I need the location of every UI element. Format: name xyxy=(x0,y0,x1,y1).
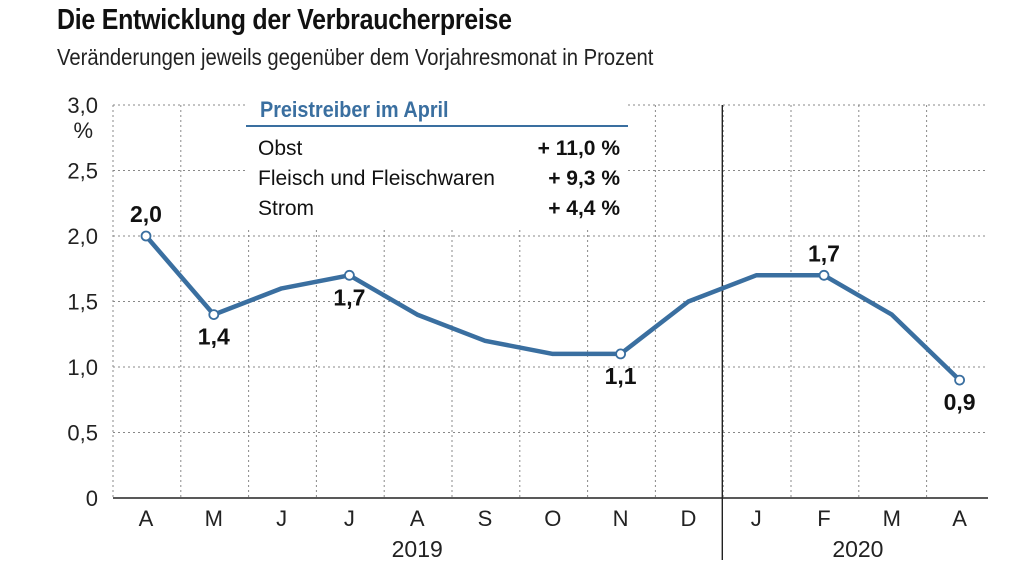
data-label: 1,7 xyxy=(333,284,365,310)
data-point-marker xyxy=(818,269,830,281)
chart-title: Die Entwicklung der Verbraucherpreise xyxy=(57,4,512,36)
data-point-marker xyxy=(954,374,965,386)
data-point-marker xyxy=(343,269,355,281)
y-tick-label: 1,5 xyxy=(67,290,98,315)
series-layer xyxy=(140,230,965,386)
info-row-strom: Strom + 4,4 % xyxy=(258,197,620,225)
x-tick-label: O xyxy=(544,506,561,531)
info-row-label: Obst xyxy=(258,137,303,160)
x-tick-label: M xyxy=(205,506,223,531)
data-point-marker xyxy=(208,309,220,321)
x-tick-label: J xyxy=(344,506,355,531)
y-tick-label: 2,5 xyxy=(67,159,98,184)
info-box: Preistreiber im April Obst + 11,0 % Flei… xyxy=(246,95,628,227)
data-point-marker xyxy=(140,230,152,242)
y-unit-label: % xyxy=(73,118,93,143)
info-box-title: Preistreiber im April xyxy=(260,97,449,122)
data-label: 0,9 xyxy=(944,389,976,415)
info-row-value: + 4,4 % xyxy=(548,197,620,220)
x-tick-label: F xyxy=(817,506,830,531)
info-row-label: Strom xyxy=(258,197,315,220)
x-tick-label: S xyxy=(478,506,493,531)
year-label: 2020 xyxy=(832,536,883,562)
y-tick-label: 3,0 xyxy=(67,93,98,118)
data-label: 1,4 xyxy=(198,324,230,350)
x-tick-label: D xyxy=(680,506,696,531)
chart-subtitle: Veränderungen jeweils gegenüber dem Vorj… xyxy=(57,44,654,70)
data-point-marker xyxy=(615,348,626,360)
x-tick-label: J xyxy=(276,506,287,531)
x-tick-label: A xyxy=(410,506,425,531)
info-row-fleisch: Fleisch und Fleischwaren + 9,3 % xyxy=(258,167,620,195)
label-layer: 2,0 1,4 1,7 1,1 1,7 0,9 xyxy=(130,201,976,415)
info-row-value: + 11,0 % xyxy=(537,137,620,160)
data-label: 2,0 xyxy=(130,201,162,227)
x-tick-label: M xyxy=(883,506,901,531)
y-tick-label: 2,0 xyxy=(67,224,98,249)
y-tick-label: 0,5 xyxy=(67,421,98,446)
x-tick-label: A xyxy=(952,506,967,531)
x-tick-label: N xyxy=(613,506,629,531)
data-label: 1,7 xyxy=(808,240,840,266)
x-tick-label: A xyxy=(139,506,154,531)
year-label: 2019 xyxy=(392,536,443,562)
y-tick-label: 1,0 xyxy=(67,355,98,380)
x-tick-label: J xyxy=(751,506,762,531)
axis-layer: 0 0,5 1,0 1,5 2,0 2,5 3,0% A M J J A S O N D J F M A 2019 202… xyxy=(67,93,988,562)
data-label: 1,1 xyxy=(605,363,637,389)
info-row-obst: Obst + 11,0 % xyxy=(258,137,620,165)
info-row-label: Fleisch und Fleischwaren xyxy=(258,167,495,190)
info-box-divider xyxy=(246,125,628,127)
info-row-value: + 9,3 % xyxy=(548,167,620,190)
y-tick-label: 0 xyxy=(86,486,98,511)
